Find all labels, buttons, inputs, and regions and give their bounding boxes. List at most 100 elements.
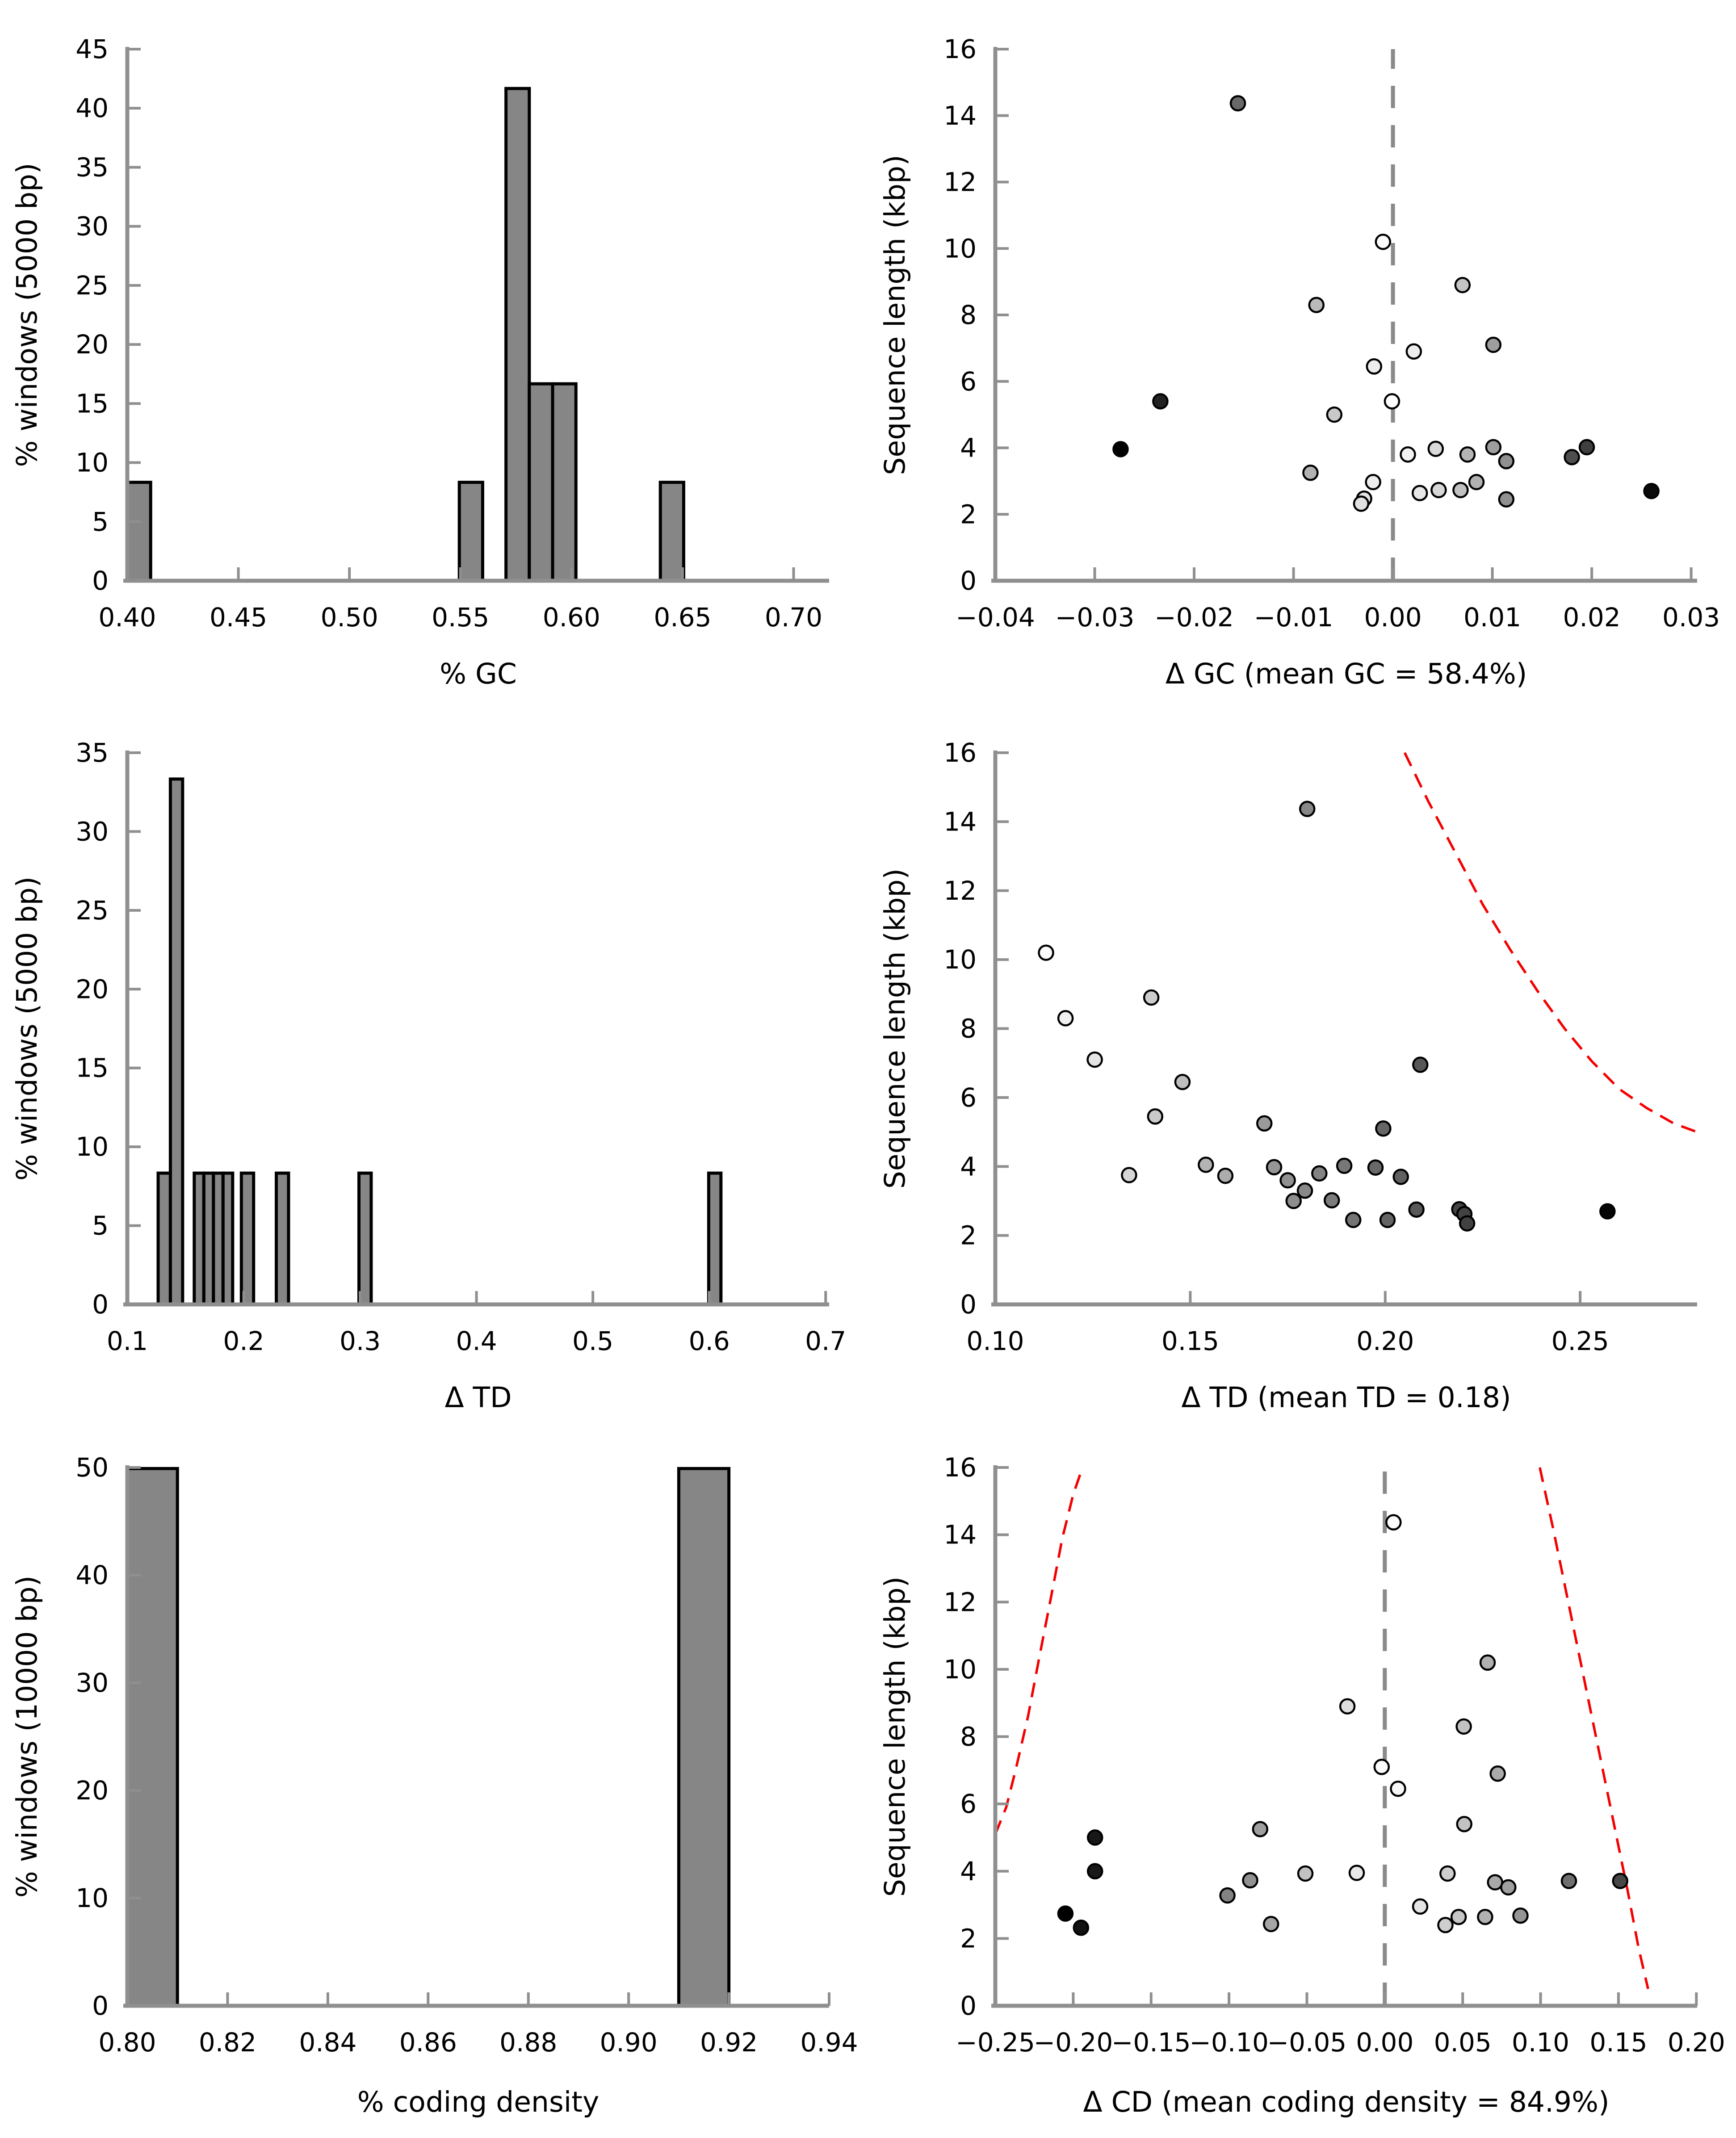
y-tick-label: 45 <box>75 34 109 64</box>
x-tick-label: 0.60 <box>543 602 600 633</box>
x-tick-label: 0.10 <box>966 1326 1024 1356</box>
y-tick-label: 20 <box>75 974 109 1004</box>
x-tick-label: 0.90 <box>600 2027 658 2058</box>
scatter-point <box>1487 1874 1503 1891</box>
y-tick-label: 8 <box>960 1722 977 1752</box>
scatter-point <box>1485 336 1502 353</box>
x-tick-label: 0.4 <box>456 1326 497 1356</box>
x-tick-label: 0.84 <box>299 2027 356 2058</box>
y-tick-label: 0 <box>92 566 109 596</box>
scatter-point <box>1427 440 1444 457</box>
y-tick-label: 12 <box>943 876 977 906</box>
y-tick-label: 10 <box>943 233 977 264</box>
y-tick-label: 14 <box>943 806 977 837</box>
y-tick-label: 50 <box>75 1452 109 1483</box>
y-tick-label: 25 <box>75 270 109 301</box>
x-tick-label: 0.50 <box>321 602 378 633</box>
y-tick-label: 5 <box>92 507 109 537</box>
panel-cd-histogram: 0.80 0.82 0.84 0.86 0.88 0.90 0.92 0.94 0 10 20 30 4… <box>0 1421 868 2138</box>
scatter-point <box>1112 441 1129 457</box>
scatter-point <box>1266 1159 1283 1176</box>
y-tick-label: 0 <box>960 1289 977 1320</box>
scatter-point <box>1152 393 1169 410</box>
x-tick-label: −0.25 <box>956 2027 1035 2058</box>
panel-gc-scatter: −0.04 −0.03 −0.02 −0.01 0.00 0.01 0.02 0.03 0 2 4 6… <box>868 0 1736 697</box>
x-tick-label: 0.7 <box>805 1326 846 1356</box>
panel-td-histogram: 0.1 0.2 0.3 0.4 0.5 0.6 0.7 0 5 10 15 20 25 30 35 Δ TD%… <box>0 697 868 1421</box>
y-tick-label: 14 <box>943 1520 977 1550</box>
scatter-point <box>1373 1759 1390 1775</box>
scatter-point <box>1366 358 1383 375</box>
scatter-point <box>1412 1898 1429 1915</box>
histogram-bar <box>275 1171 290 1306</box>
scatter-point <box>1086 1829 1103 1846</box>
scatter-point <box>1485 439 1502 456</box>
scatter-point <box>1468 474 1485 490</box>
x-tick-label: 0.88 <box>499 2027 557 2058</box>
y-tick-label: 10 <box>943 1654 977 1685</box>
y-tick-label: 20 <box>75 1775 109 1806</box>
scatter-point <box>1229 95 1246 112</box>
x-tick-label: 0.25 <box>1551 1326 1609 1356</box>
y-tick-label: 0 <box>960 566 977 596</box>
y-tick-label: 2 <box>960 499 977 529</box>
x-tick-label: 0.92 <box>700 2027 758 2058</box>
histogram-bar <box>658 481 685 583</box>
y-tick-label: 16 <box>943 1452 977 1483</box>
scatter-point <box>1262 1916 1279 1933</box>
x-tick-label: 0.00 <box>1364 602 1422 633</box>
scatter-point <box>1252 1821 1269 1837</box>
y-tick-label: 15 <box>75 1053 109 1083</box>
y-tick-label: 2 <box>960 1220 977 1251</box>
histogram-bar <box>528 382 554 583</box>
y-tick-label: 6 <box>960 1789 977 1819</box>
scatter-point <box>1198 1157 1214 1173</box>
scatter-point <box>1299 801 1316 817</box>
scatter-point <box>1450 1908 1467 1925</box>
scatter-point <box>1086 1051 1103 1068</box>
y-axis-label: % windows (10000 bp) <box>11 1576 43 1898</box>
scatter-point <box>1454 277 1471 293</box>
y-tick-label: 6 <box>960 366 977 397</box>
y-tick-label: 40 <box>75 93 109 123</box>
td-scatter-canvas: 0.10 0.15 0.20 0.25 0 2 4 6 8 10 12 14 16 Δ TD (mean … <box>879 738 1698 1414</box>
y-tick-label: 4 <box>960 433 977 463</box>
histogram-bar <box>677 1467 731 2008</box>
scatter-point <box>1353 495 1370 512</box>
x-tick-label: 0.15 <box>1589 2027 1647 2058</box>
x-axis-label: Δ TD <box>444 1381 512 1414</box>
histogram-bar <box>156 1171 172 1306</box>
scatter-point <box>1439 1865 1456 1882</box>
y-tick-label: 14 <box>943 101 977 131</box>
scatter-point <box>1564 449 1580 465</box>
histogram-bar <box>221 1171 235 1306</box>
y-tick-label: 8 <box>960 1014 977 1044</box>
y-tick-label: 4 <box>960 1151 977 1182</box>
scatter-point <box>1073 1920 1090 1936</box>
scatter-point <box>1038 944 1054 961</box>
x-tick-label: 0.01 <box>1463 602 1521 633</box>
x-axis-label: Δ CD (mean coding density = 84.9%) <box>1083 2086 1609 2118</box>
x-tick-label: 0.80 <box>98 2027 156 2058</box>
gc-histogram-canvas: 0.40 0.45 0.50 0.55 0.60 0.65 0.70 0 5 10 15 20 25 30… <box>11 34 829 690</box>
scatter-point <box>1489 1765 1506 1782</box>
scatter-point <box>1392 1169 1409 1185</box>
x-tick-label: 0.10 <box>1512 2027 1569 2058</box>
x-tick-label: 0.82 <box>199 2027 256 2058</box>
scatter-point <box>1256 1115 1273 1132</box>
x-tick-label: −0.05 <box>1267 2027 1347 2058</box>
x-tick-label: 0.2 <box>223 1326 264 1356</box>
scatter-point <box>1367 1159 1384 1176</box>
scatter-point <box>1384 393 1401 410</box>
scatter-point <box>1375 1120 1392 1137</box>
histogram-bar <box>126 1467 179 2008</box>
histogram-bar <box>168 777 185 1306</box>
y-tick-label: 40 <box>75 1560 109 1590</box>
scatter-point <box>1219 1887 1236 1904</box>
y-axis-label: Sequence length (kbp) <box>879 1576 911 1897</box>
cd-histogram-canvas: 0.80 0.82 0.84 0.86 0.88 0.90 0.92 0.94 0 10 20 30 4… <box>11 1452 858 2118</box>
scatter-point <box>1121 1167 1137 1183</box>
scatter-point <box>1302 465 1319 481</box>
scatter-point <box>1147 1108 1164 1125</box>
